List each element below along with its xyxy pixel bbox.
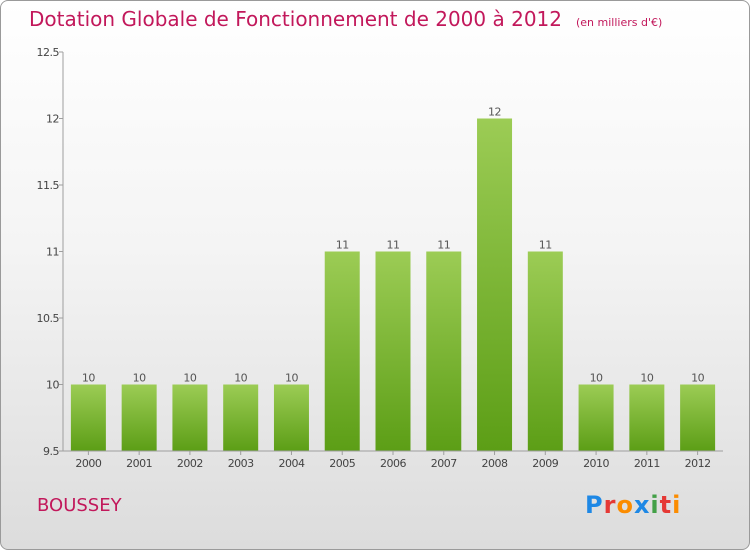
bar (477, 118, 513, 451)
chart-title: Dotation Globale de Fonctionnement de 20… (29, 7, 662, 31)
proxiti-logo: Proxiti (585, 491, 681, 519)
bar (375, 251, 411, 451)
x-tick-label: 2004 (278, 457, 304, 470)
x-tick-label: 2011 (634, 457, 660, 470)
x-tick-label: 2010 (583, 457, 609, 470)
bar (172, 384, 208, 451)
data-label: 11 (336, 239, 349, 252)
logo-letter: x (633, 491, 651, 519)
bar (578, 384, 614, 451)
data-label: 11 (539, 239, 552, 252)
bar (527, 251, 563, 451)
y-tick-label: 9.5 (43, 445, 59, 458)
data-label: 10 (234, 372, 247, 385)
bar (223, 384, 259, 451)
data-label: 10 (82, 372, 95, 385)
chart-title-text: Dotation Globale de Fonctionnement de 20… (29, 7, 562, 31)
x-tick-label: 2003 (228, 457, 254, 470)
x-tick-label: 2005 (329, 457, 355, 470)
y-tick-label: 11.5 (37, 179, 60, 192)
x-tick-label: 2009 (532, 457, 558, 470)
data-label: 10 (590, 372, 603, 385)
y-tick-label: 12 (46, 113, 59, 126)
x-tick-label: 2002 (177, 457, 203, 470)
bar (121, 384, 157, 451)
data-label: 10 (640, 372, 653, 385)
bar (680, 384, 716, 451)
logo-letter: P (585, 491, 604, 519)
x-tick-label: 2008 (482, 457, 508, 470)
bar (629, 384, 665, 451)
data-label: 11 (437, 239, 450, 252)
bar (70, 384, 106, 451)
y-tick-label: 10 (46, 379, 59, 392)
data-label: 10 (183, 372, 196, 385)
chart-unit: (en milliers d'€) (576, 16, 663, 29)
data-label: 10 (285, 372, 298, 385)
bar (273, 384, 309, 451)
data-label: 12 (488, 106, 501, 119)
logo-letter: t (659, 491, 673, 519)
x-tick-label: 2006 (380, 457, 406, 470)
data-label: 10 (133, 372, 146, 385)
data-label: 11 (387, 239, 400, 252)
bar (324, 251, 360, 451)
bar (426, 251, 462, 451)
x-tick-label: 2001 (126, 457, 152, 470)
x-tick-label: 2000 (75, 457, 101, 470)
data-label: 10 (691, 372, 704, 385)
y-tick-label: 11 (46, 246, 59, 259)
logo-letter: i (672, 491, 682, 519)
logo-letter: o (616, 491, 634, 519)
x-tick-label: 2007 (431, 457, 457, 470)
y-tick-label: 12.5 (37, 46, 60, 59)
logo-letter: r (603, 491, 617, 519)
x-tick-label: 2012 (685, 457, 711, 470)
commune-name: BOUSSEY (37, 495, 122, 516)
logo-letter: i (650, 491, 660, 519)
y-tick-label: 10.5 (37, 312, 60, 325)
